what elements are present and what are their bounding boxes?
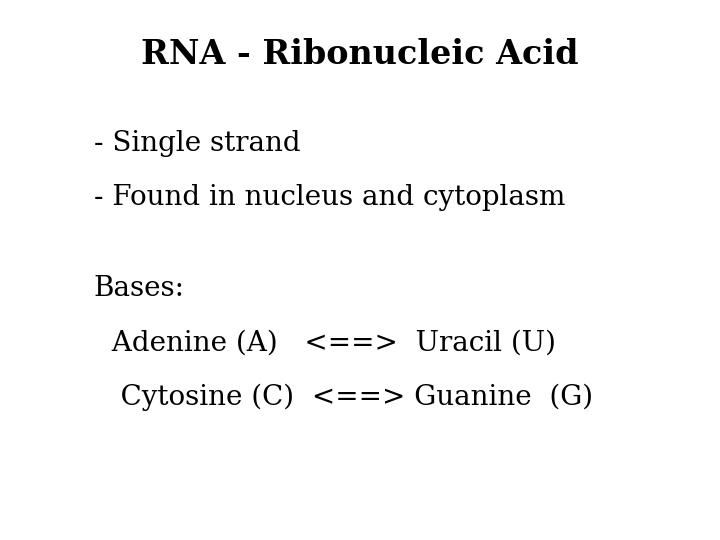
Text: Cytosine (C)  <==> Guanine  (G): Cytosine (C) <==> Guanine (G): [94, 383, 593, 411]
Text: RNA - Ribonucleic Acid: RNA - Ribonucleic Acid: [141, 38, 579, 71]
Text: - Found in nucleus and cytoplasm: - Found in nucleus and cytoplasm: [94, 184, 565, 211]
Text: Adenine (A)   <==>  Uracil (U): Adenine (A) <==> Uracil (U): [94, 329, 556, 356]
Text: Bases:: Bases:: [94, 275, 184, 302]
Text: - Single strand: - Single strand: [94, 130, 300, 157]
